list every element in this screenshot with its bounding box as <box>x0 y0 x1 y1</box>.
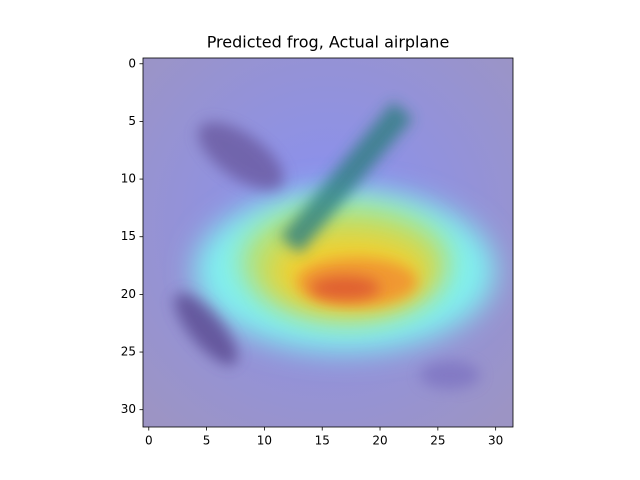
x-tick-label: 5 <box>203 434 211 448</box>
x-tick-label: 15 <box>315 434 330 448</box>
y-tick-label: 5 <box>128 114 136 128</box>
y-tick-label: 0 <box>128 56 136 70</box>
heatmap-image <box>143 58 513 427</box>
x-tick-label: 25 <box>430 434 445 448</box>
x-tick-label: 30 <box>488 434 503 448</box>
axes-frame <box>142 57 514 428</box>
y-tick-label: 30 <box>121 402 136 416</box>
chart-title: Predicted frog, Actual airplane <box>207 33 450 52</box>
y-tick-label: 25 <box>121 345 136 359</box>
x-tick-label: 10 <box>257 434 272 448</box>
x-tick-label: 0 <box>145 434 153 448</box>
y-tick-label: 10 <box>121 172 136 186</box>
y-tick-label: 20 <box>121 287 136 301</box>
y-tick-label: 15 <box>121 229 136 243</box>
x-tick-label: 20 <box>372 434 387 448</box>
